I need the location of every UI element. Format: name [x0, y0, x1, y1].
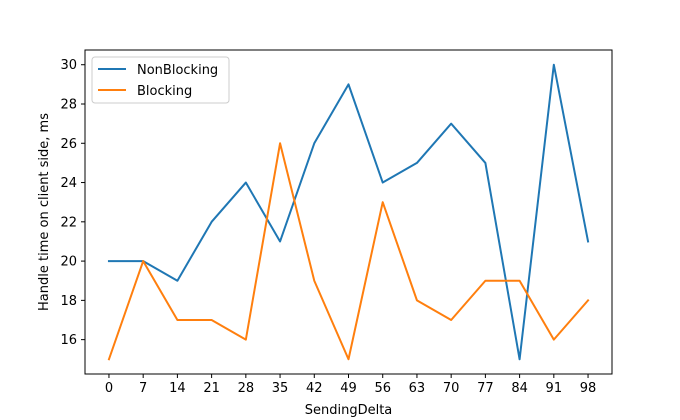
x-tick-label: 84 — [511, 381, 528, 396]
y-tick-label: 22 — [60, 215, 77, 230]
x-axis-label: SendingDelta — [305, 403, 393, 418]
x-tick-label: 77 — [477, 381, 494, 396]
y-tick-label: 28 — [60, 98, 77, 113]
x-axis-ticks: 0 7 14 21 28 35 42 49 56 63 70 77 84 91 98 — [105, 374, 597, 396]
x-tick-label: 49 — [340, 381, 357, 396]
x-tick-label: 98 — [580, 381, 597, 396]
x-tick-label: 7 — [139, 381, 147, 396]
series-line-blocking — [107, 142, 590, 361]
x-tick-label: 35 — [272, 381, 289, 396]
x-tick-label: 0 — [105, 381, 113, 396]
y-tick-label: 24 — [60, 176, 77, 191]
x-tick-label: 28 — [238, 381, 255, 396]
legend-box — [91, 56, 230, 104]
x-tick-label: 63 — [409, 381, 426, 396]
y-tick-label: 16 — [60, 333, 77, 348]
x-tick-label: 14 — [169, 381, 186, 396]
y-tick-label: 18 — [60, 294, 77, 309]
x-tick-label: 91 — [546, 381, 563, 396]
y-tick-label: 30 — [60, 58, 77, 73]
x-tick-label: 21 — [203, 381, 220, 396]
y-axis-ticks: 16 18 20 22 24 26 28 30 — [60, 58, 85, 348]
y-axis-label: Handle time on client side, ms — [37, 113, 52, 311]
y-tick-label: 26 — [60, 137, 77, 152]
legend-label: Blocking — [137, 84, 192, 99]
y-tick-label: 20 — [60, 255, 77, 270]
x-tick-label: 42 — [306, 381, 323, 396]
legend-label: NonBlocking — [137, 63, 218, 78]
series-layer — [107, 63, 590, 361]
series-line-nonblocking — [107, 63, 590, 361]
x-tick-label: 56 — [374, 381, 391, 396]
x-tick-label: 70 — [443, 381, 460, 396]
legend: NonBlocking Blocking — [91, 56, 230, 104]
